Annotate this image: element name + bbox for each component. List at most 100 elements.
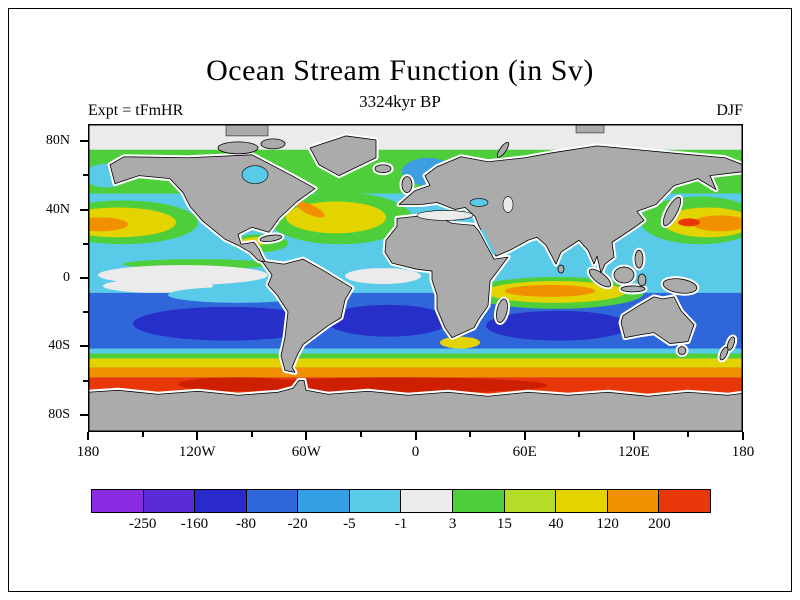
colorbar-tick-label: -80	[236, 516, 256, 532]
island-madagascar	[496, 298, 508, 323]
arctic-land-patch	[575, 124, 605, 134]
island-iceland	[374, 164, 392, 174]
black-sea	[469, 198, 489, 207]
colorbar-segment	[246, 490, 299, 512]
x-axis-minor-tick	[250, 432, 253, 437]
y-axis-minor-tick	[83, 242, 88, 245]
colorbar-segment	[504, 490, 557, 512]
colorbar-segment	[401, 490, 454, 512]
y-axis-minor-tick	[83, 311, 88, 314]
x-axis-label: 120E	[617, 444, 650, 460]
x-axis-minor-tick	[359, 432, 362, 437]
x-axis-label: 60W	[291, 444, 321, 460]
colorbar-tick-label: 200	[648, 516, 671, 532]
island-new-zealand-south	[719, 346, 729, 361]
continent-north-america	[109, 154, 316, 264]
colorbar-tick-label: -250	[128, 516, 157, 532]
colorbar-tick-label: -160	[180, 516, 209, 532]
arctic-archipelago	[260, 138, 286, 150]
colorbar-segment	[349, 490, 402, 512]
y-axis-minor-tick	[83, 379, 88, 382]
mediterranean-sea	[416, 210, 474, 221]
y-axis-tick	[80, 345, 88, 348]
continent-antarctica	[88, 379, 743, 432]
x-axis-label: 180	[731, 444, 755, 460]
y-axis-label: 80S	[48, 406, 70, 422]
x-axis-tick	[196, 432, 199, 440]
y-axis-minor-tick	[83, 174, 88, 177]
continent-africa	[384, 214, 509, 339]
colorbar-tick-label: -1	[394, 516, 408, 532]
x-axis-tick	[632, 432, 635, 440]
red-sea	[480, 228, 496, 255]
colorbar-segment	[453, 490, 505, 512]
y-axis-ticks	[80, 124, 88, 432]
y-axis-labels: 80N 40N 0 40S 80S	[34, 124, 76, 432]
colorbar-tick-label: -20	[287, 516, 308, 532]
island-java	[620, 285, 646, 293]
continents	[88, 124, 743, 432]
x-axis-tick	[414, 432, 417, 440]
inland-seas	[241, 165, 514, 255]
x-axis-minor-tick	[578, 432, 581, 437]
continent-south-america	[261, 258, 353, 373]
x-axis-ticks	[87, 432, 744, 440]
y-axis-label: 40S	[48, 338, 70, 354]
experiment-label: Expt = tFmHR	[88, 102, 184, 119]
map-frame	[88, 124, 743, 432]
x-axis-minor-tick	[469, 432, 472, 437]
colorbar-tick-label: 120	[596, 516, 619, 532]
island-sri-lanka	[557, 264, 565, 274]
x-axis-minor-tick	[141, 432, 144, 437]
colorbar-tick-label: 15	[496, 516, 512, 532]
island-japan	[662, 196, 682, 227]
colorbar-segment	[298, 490, 350, 512]
x-axis-labels: 180 120W 60W 0 60E 120E 180	[77, 442, 755, 462]
colorbar-segment	[556, 490, 608, 512]
arctic-land-patch	[225, 124, 269, 137]
island-tasmania	[677, 346, 687, 355]
arctic-archipelago	[217, 141, 259, 155]
colorbar	[91, 489, 711, 513]
x-axis-label: 120W	[178, 444, 216, 460]
x-axis-tick	[523, 432, 526, 440]
world-map	[88, 124, 743, 432]
y-axis-label: 0	[63, 270, 70, 285]
island-greenland	[309, 135, 377, 177]
colorbar-segment	[607, 490, 660, 512]
y-axis-label: 80N	[45, 133, 70, 149]
y-axis-label: 40N	[45, 201, 70, 217]
colorbar-tick-label: -5	[343, 516, 356, 532]
island-new-guinea	[662, 278, 698, 294]
figure-border	[8, 8, 792, 592]
hudson-bay	[241, 165, 269, 184]
y-axis-tick	[80, 413, 88, 416]
island-new-zealand-north	[726, 336, 736, 351]
map-plot	[88, 124, 743, 432]
island-britain	[401, 176, 413, 193]
island-borneo	[613, 266, 635, 284]
colorbar-labels: -250 -160 -80 -20 -5 -1 3 15 40 120 200	[91, 516, 711, 536]
caspian-sea	[502, 196, 514, 213]
y-axis-tick	[80, 208, 88, 211]
x-axis-tick	[305, 432, 308, 440]
y-axis-tick	[80, 277, 88, 279]
island-sumatra	[588, 268, 612, 288]
x-axis-label: 0	[411, 444, 420, 460]
colorbar-tick-label: 3	[448, 516, 457, 532]
season-label: DJF	[716, 102, 743, 119]
y-axis-tick	[80, 140, 88, 143]
island-philippines	[634, 249, 644, 269]
colorbar-segment	[143, 490, 196, 512]
island-cuba	[259, 234, 283, 242]
x-axis-tick	[742, 432, 744, 440]
x-axis-label: 60E	[512, 444, 537, 460]
x-axis-label: 180	[76, 444, 100, 460]
colorbar-segment	[195, 490, 247, 512]
x-axis-tick	[87, 432, 89, 440]
figure-subtitle: 3324kyr BP	[359, 92, 441, 111]
colorbar-segment	[659, 490, 710, 512]
island-sulawesi	[637, 273, 647, 287]
x-axis-minor-tick	[687, 432, 690, 437]
island-novaya-zemlya	[496, 141, 510, 158]
